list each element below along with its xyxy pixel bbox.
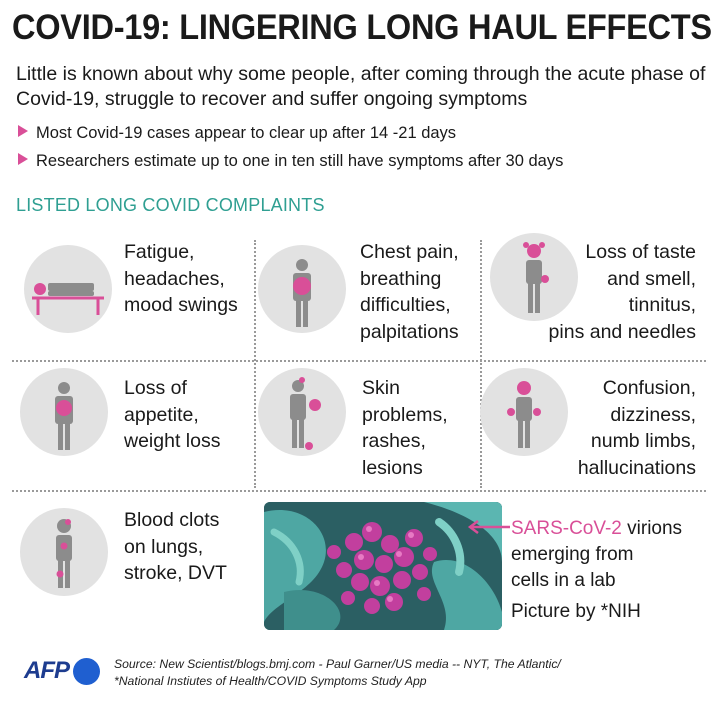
complaint-text: Fatigue, headaches, mood swings	[124, 241, 238, 316]
complaint-text: Skin problems, rashes, lesions	[362, 377, 448, 479]
bullet-text: Most Covid-19 cases appear to clear up a…	[36, 124, 457, 142]
complaint-text: Chest pain, breathing difficulties, palp…	[360, 241, 459, 343]
complaint-text: Loss of taste and smell, tinnitus, pins …	[548, 241, 696, 343]
afp-dot-icon	[73, 657, 100, 685]
clots-person-icon	[20, 508, 108, 596]
stomach-person-icon	[20, 368, 108, 456]
section-title: LISTED LONG COVID COMPLAINTS	[16, 195, 325, 215]
virions-microscope-image	[264, 502, 502, 630]
caption-highlight: SARS-CoV-2	[511, 518, 622, 539]
source-note: Source: New Scientist/blogs.bmj.com - Pa…	[114, 657, 561, 688]
photo-caption: SARS-CoV-2 virions emerging from cells i…	[511, 518, 683, 591]
grid-divider	[12, 490, 706, 492]
bullet-text: Researchers estimate up to one in ten st…	[36, 152, 564, 170]
grid-divider	[480, 240, 482, 488]
intro-text: Little is known about why some people, a…	[16, 63, 706, 110]
complaint-text: Loss of appetite, weight loss	[124, 377, 221, 452]
triangle-bullet-icon	[18, 153, 28, 165]
bullet-item: Most Covid-19 cases appear to clear up a…	[18, 124, 456, 143]
skin-person-icon	[258, 368, 346, 456]
afp-logo: AFP	[24, 657, 100, 685]
complaint-text: Confusion, dizziness, numb limbs, halluc…	[577, 377, 696, 479]
arrow-left-icon	[467, 520, 510, 534]
page-title: COVID-19: LINGERING LONG HAUL EFFECTS	[12, 8, 712, 47]
lying-person-icon	[24, 245, 112, 333]
complaint-text: Blood clots on lungs, stroke, DVT	[124, 509, 227, 584]
grid-divider	[12, 360, 706, 362]
triangle-bullet-icon	[18, 125, 28, 137]
chest-person-icon	[258, 245, 346, 333]
photo-credit: Picture by *NIH	[511, 601, 641, 622]
head-limbs-person-icon	[480, 368, 568, 456]
grid-divider	[254, 240, 256, 488]
head-hand-person-icon	[490, 233, 578, 321]
bullet-item: Researchers estimate up to one in ten st…	[18, 152, 563, 171]
